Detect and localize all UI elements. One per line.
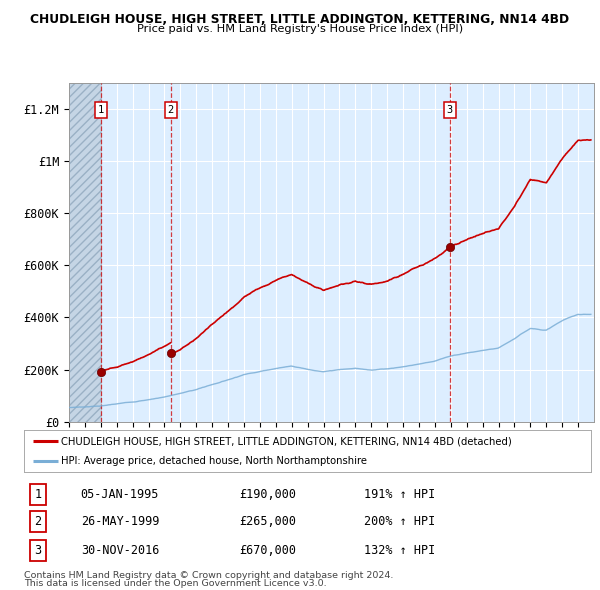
Text: 26-MAY-1999: 26-MAY-1999 [80, 515, 159, 528]
Text: CHUDLEIGH HOUSE, HIGH STREET, LITTLE ADDINGTON, KETTERING, NN14 4BD: CHUDLEIGH HOUSE, HIGH STREET, LITTLE ADD… [31, 13, 569, 26]
Text: 3: 3 [35, 544, 42, 557]
Text: HPI: Average price, detached house, North Northamptonshire: HPI: Average price, detached house, Nort… [61, 457, 367, 466]
Text: 2: 2 [167, 105, 174, 115]
Text: Contains HM Land Registry data © Crown copyright and database right 2024.: Contains HM Land Registry data © Crown c… [24, 571, 394, 579]
Text: 191% ↑ HPI: 191% ↑ HPI [364, 488, 436, 501]
Text: £265,000: £265,000 [239, 515, 296, 528]
Text: £670,000: £670,000 [239, 544, 296, 557]
Text: 132% ↑ HPI: 132% ↑ HPI [364, 544, 436, 557]
Text: CHUDLEIGH HOUSE, HIGH STREET, LITTLE ADDINGTON, KETTERING, NN14 4BD (detached): CHUDLEIGH HOUSE, HIGH STREET, LITTLE ADD… [61, 437, 512, 447]
Text: 3: 3 [446, 105, 452, 115]
Text: 1: 1 [98, 105, 104, 115]
Bar [69, 83, 101, 422]
Text: This data is licensed under the Open Government Licence v3.0.: This data is licensed under the Open Gov… [24, 579, 326, 588]
Text: Price paid vs. HM Land Registry's House Price Index (HPI): Price paid vs. HM Land Registry's House … [137, 24, 463, 34]
Text: £190,000: £190,000 [239, 488, 296, 501]
Text: 30-NOV-2016: 30-NOV-2016 [80, 544, 159, 557]
Text: 2: 2 [35, 515, 42, 528]
Text: 200% ↑ HPI: 200% ↑ HPI [364, 515, 436, 528]
Text: 1: 1 [35, 488, 42, 501]
Text: 05-JAN-1995: 05-JAN-1995 [80, 488, 159, 501]
